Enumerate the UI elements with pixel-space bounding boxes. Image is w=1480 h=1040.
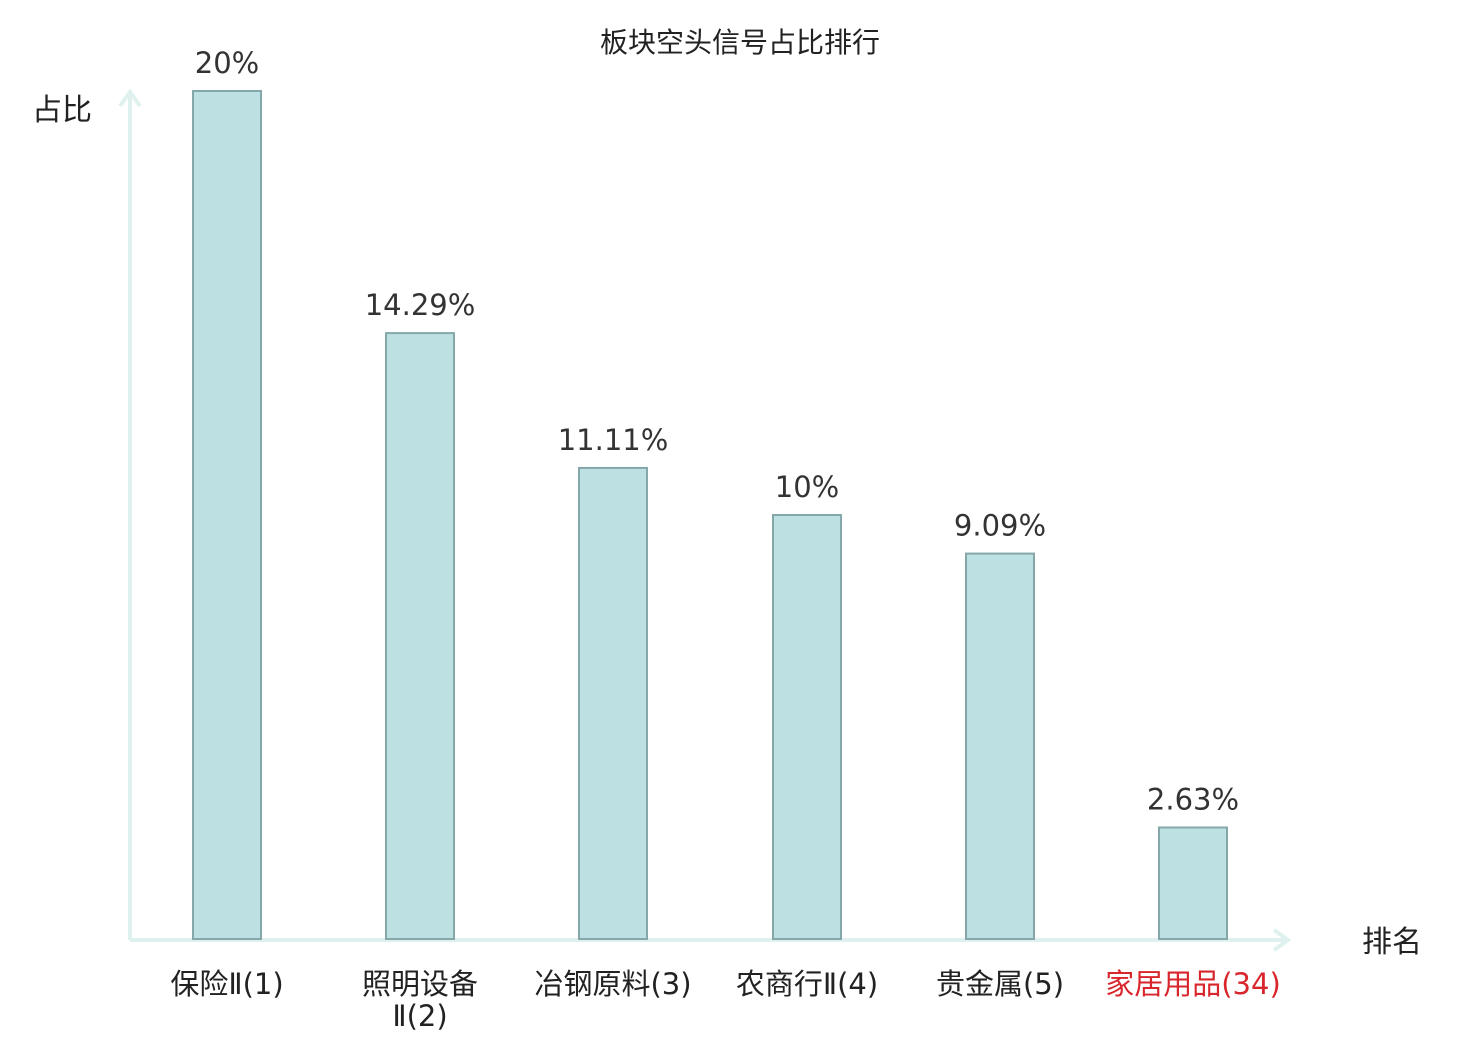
bars-group (192, 90, 1228, 940)
category-labels-group: 保险Ⅱ(1) 照明设备 Ⅱ(2) 冶钢原料(3) 农商行Ⅱ(4) 贵金属(5) 家居用品(3… (170, 967, 1280, 1033)
bar-3 (578, 466, 648, 940)
y-axis (118, 88, 142, 940)
category-label-6: 家居用品(34) (1105, 967, 1281, 1001)
x-axis-label: 排名 (1362, 925, 1422, 960)
bar-1 (192, 90, 262, 940)
bar-5 (965, 552, 1035, 940)
bar-2 (385, 332, 455, 940)
value-labels-group: 20% 14.29% 11.11% 10% 9.09% 2.63% (195, 46, 1239, 816)
value-label-3: 11.11% (558, 423, 669, 457)
category-label-2: 照明设备 Ⅱ(2) (362, 967, 478, 1033)
value-label-1: 20% (195, 46, 259, 80)
bar-4 (772, 514, 842, 940)
bar-6 (1158, 826, 1228, 940)
value-label-5: 9.09% (954, 509, 1046, 543)
value-label-4: 10% (775, 470, 839, 504)
category-label-3: 冶钢原料(3) (534, 967, 691, 1001)
chart-title: 板块空头信号占比排行 (600, 26, 880, 59)
y-axis-label: 占比 (32, 93, 92, 128)
category-label-1: 保险Ⅱ(1) (170, 967, 283, 1001)
value-label-6: 2.63% (1147, 782, 1239, 816)
category-label-5: 贵金属(5) (936, 967, 1064, 1001)
x-axis (130, 928, 1292, 952)
category-label-4: 农商行Ⅱ(4) (736, 967, 878, 1001)
value-label-2: 14.29% (365, 288, 476, 322)
